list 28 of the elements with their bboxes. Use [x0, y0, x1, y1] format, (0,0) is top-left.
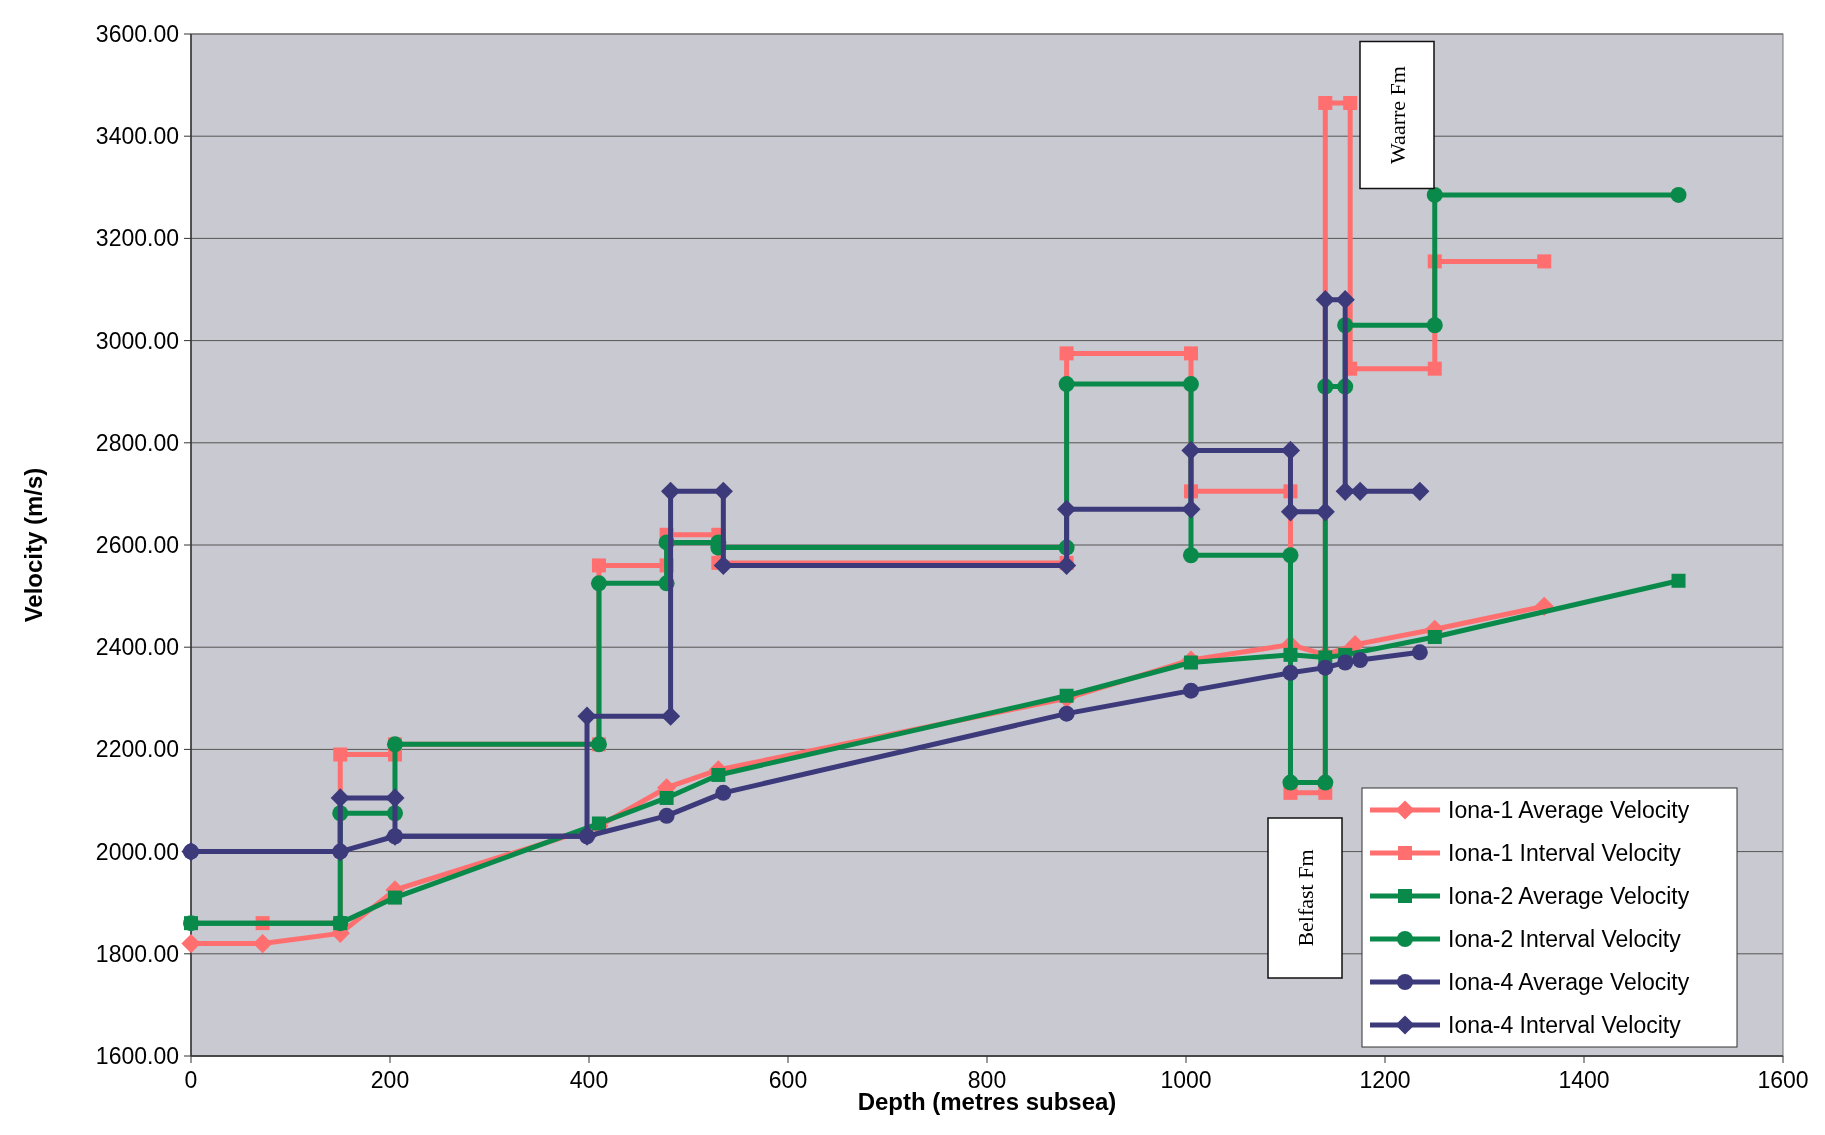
y-tick-label: 1600.00 — [95, 1043, 179, 1069]
y-tick-label: 3600.00 — [95, 21, 179, 47]
legend-label: Iona-2 Average Velocity — [1448, 883, 1690, 909]
legend-label: Iona-2 Interval Velocity — [1448, 926, 1682, 952]
y-tick-label: 2400.00 — [95, 634, 179, 661]
x-tick-label: 1600 — [1757, 1067, 1809, 1093]
x-tick-label: 1000 — [1160, 1067, 1212, 1093]
y-tick-label: 3000.00 — [95, 327, 179, 354]
y-tick-label: 2600.00 — [95, 532, 179, 558]
y-tick-label: 2000.00 — [95, 838, 179, 865]
annotation: Belfast Fm — [1292, 849, 1318, 947]
y-axis-title: Velocity (m/s) — [20, 467, 47, 623]
annotation: Waarre Fm — [1384, 66, 1410, 164]
x-tick-label: 600 — [768, 1067, 808, 1093]
legend-label: Iona-4 Interval Velocity — [1448, 1012, 1682, 1038]
legend-label: Iona-1 Interval Velocity — [1448, 840, 1682, 866]
y-tick-label: 1800.00 — [95, 940, 179, 967]
x-tick-label: 400 — [569, 1067, 609, 1093]
y-tick-label: 2200.00 — [95, 736, 179, 763]
y-tick-label: 3400.00 — [95, 123, 179, 150]
x-tick-label: 1400 — [1558, 1067, 1610, 1093]
y-tick-label: 3200.00 — [95, 225, 179, 252]
x-tick-label: 1200 — [1359, 1067, 1411, 1093]
x-tick-label: 200 — [370, 1067, 410, 1093]
y-tick-label: 2800.00 — [95, 429, 179, 456]
legend-label: Iona-1 Average Velocity — [1448, 797, 1690, 823]
legend-label: Iona-4 Average Velocity — [1448, 969, 1690, 995]
x-tick-label: 0 — [184, 1067, 198, 1093]
